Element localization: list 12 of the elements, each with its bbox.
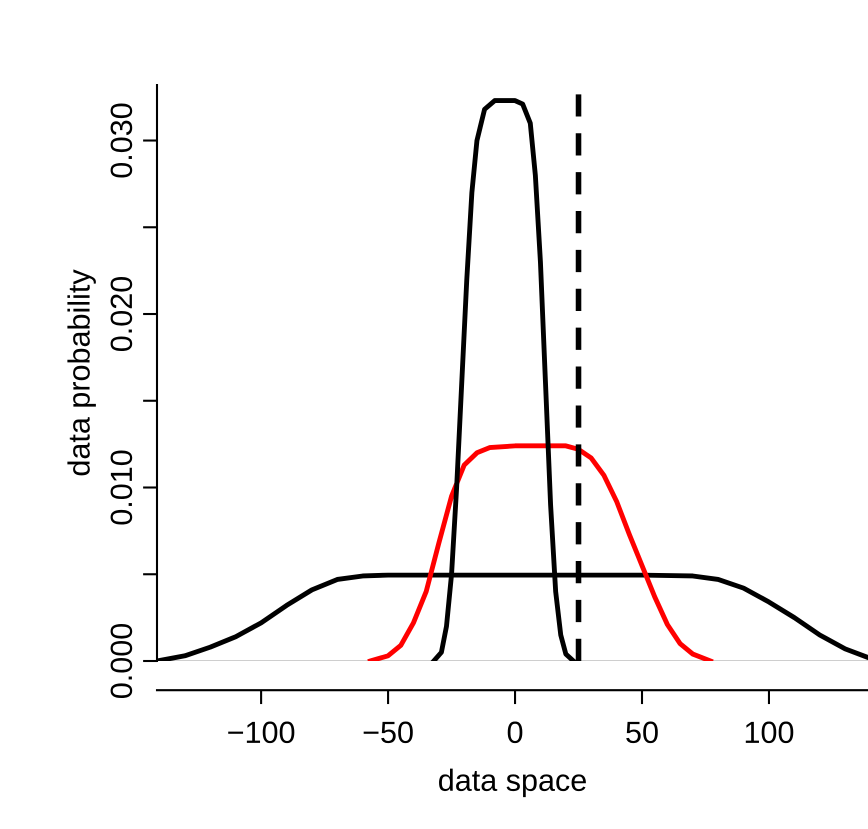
x-tick-label: 0 <box>508 722 522 744</box>
y-tick-label: 0.000 <box>110 624 132 698</box>
y-axis-title: data probability <box>67 269 96 476</box>
line-series <box>368 443 713 661</box>
x-tick-label: 100 <box>746 722 794 744</box>
x-tick-label: 50 <box>626 722 658 744</box>
x-tick-label: −100 <box>228 722 294 744</box>
y-tick-label: 0.030 <box>110 103 132 178</box>
x-axis-title: data space <box>439 768 586 798</box>
y-tick-label: 0.020 <box>110 276 132 352</box>
x-tick-label: −50 <box>364 722 413 744</box>
y-tick-label: 0.010 <box>110 450 132 525</box>
